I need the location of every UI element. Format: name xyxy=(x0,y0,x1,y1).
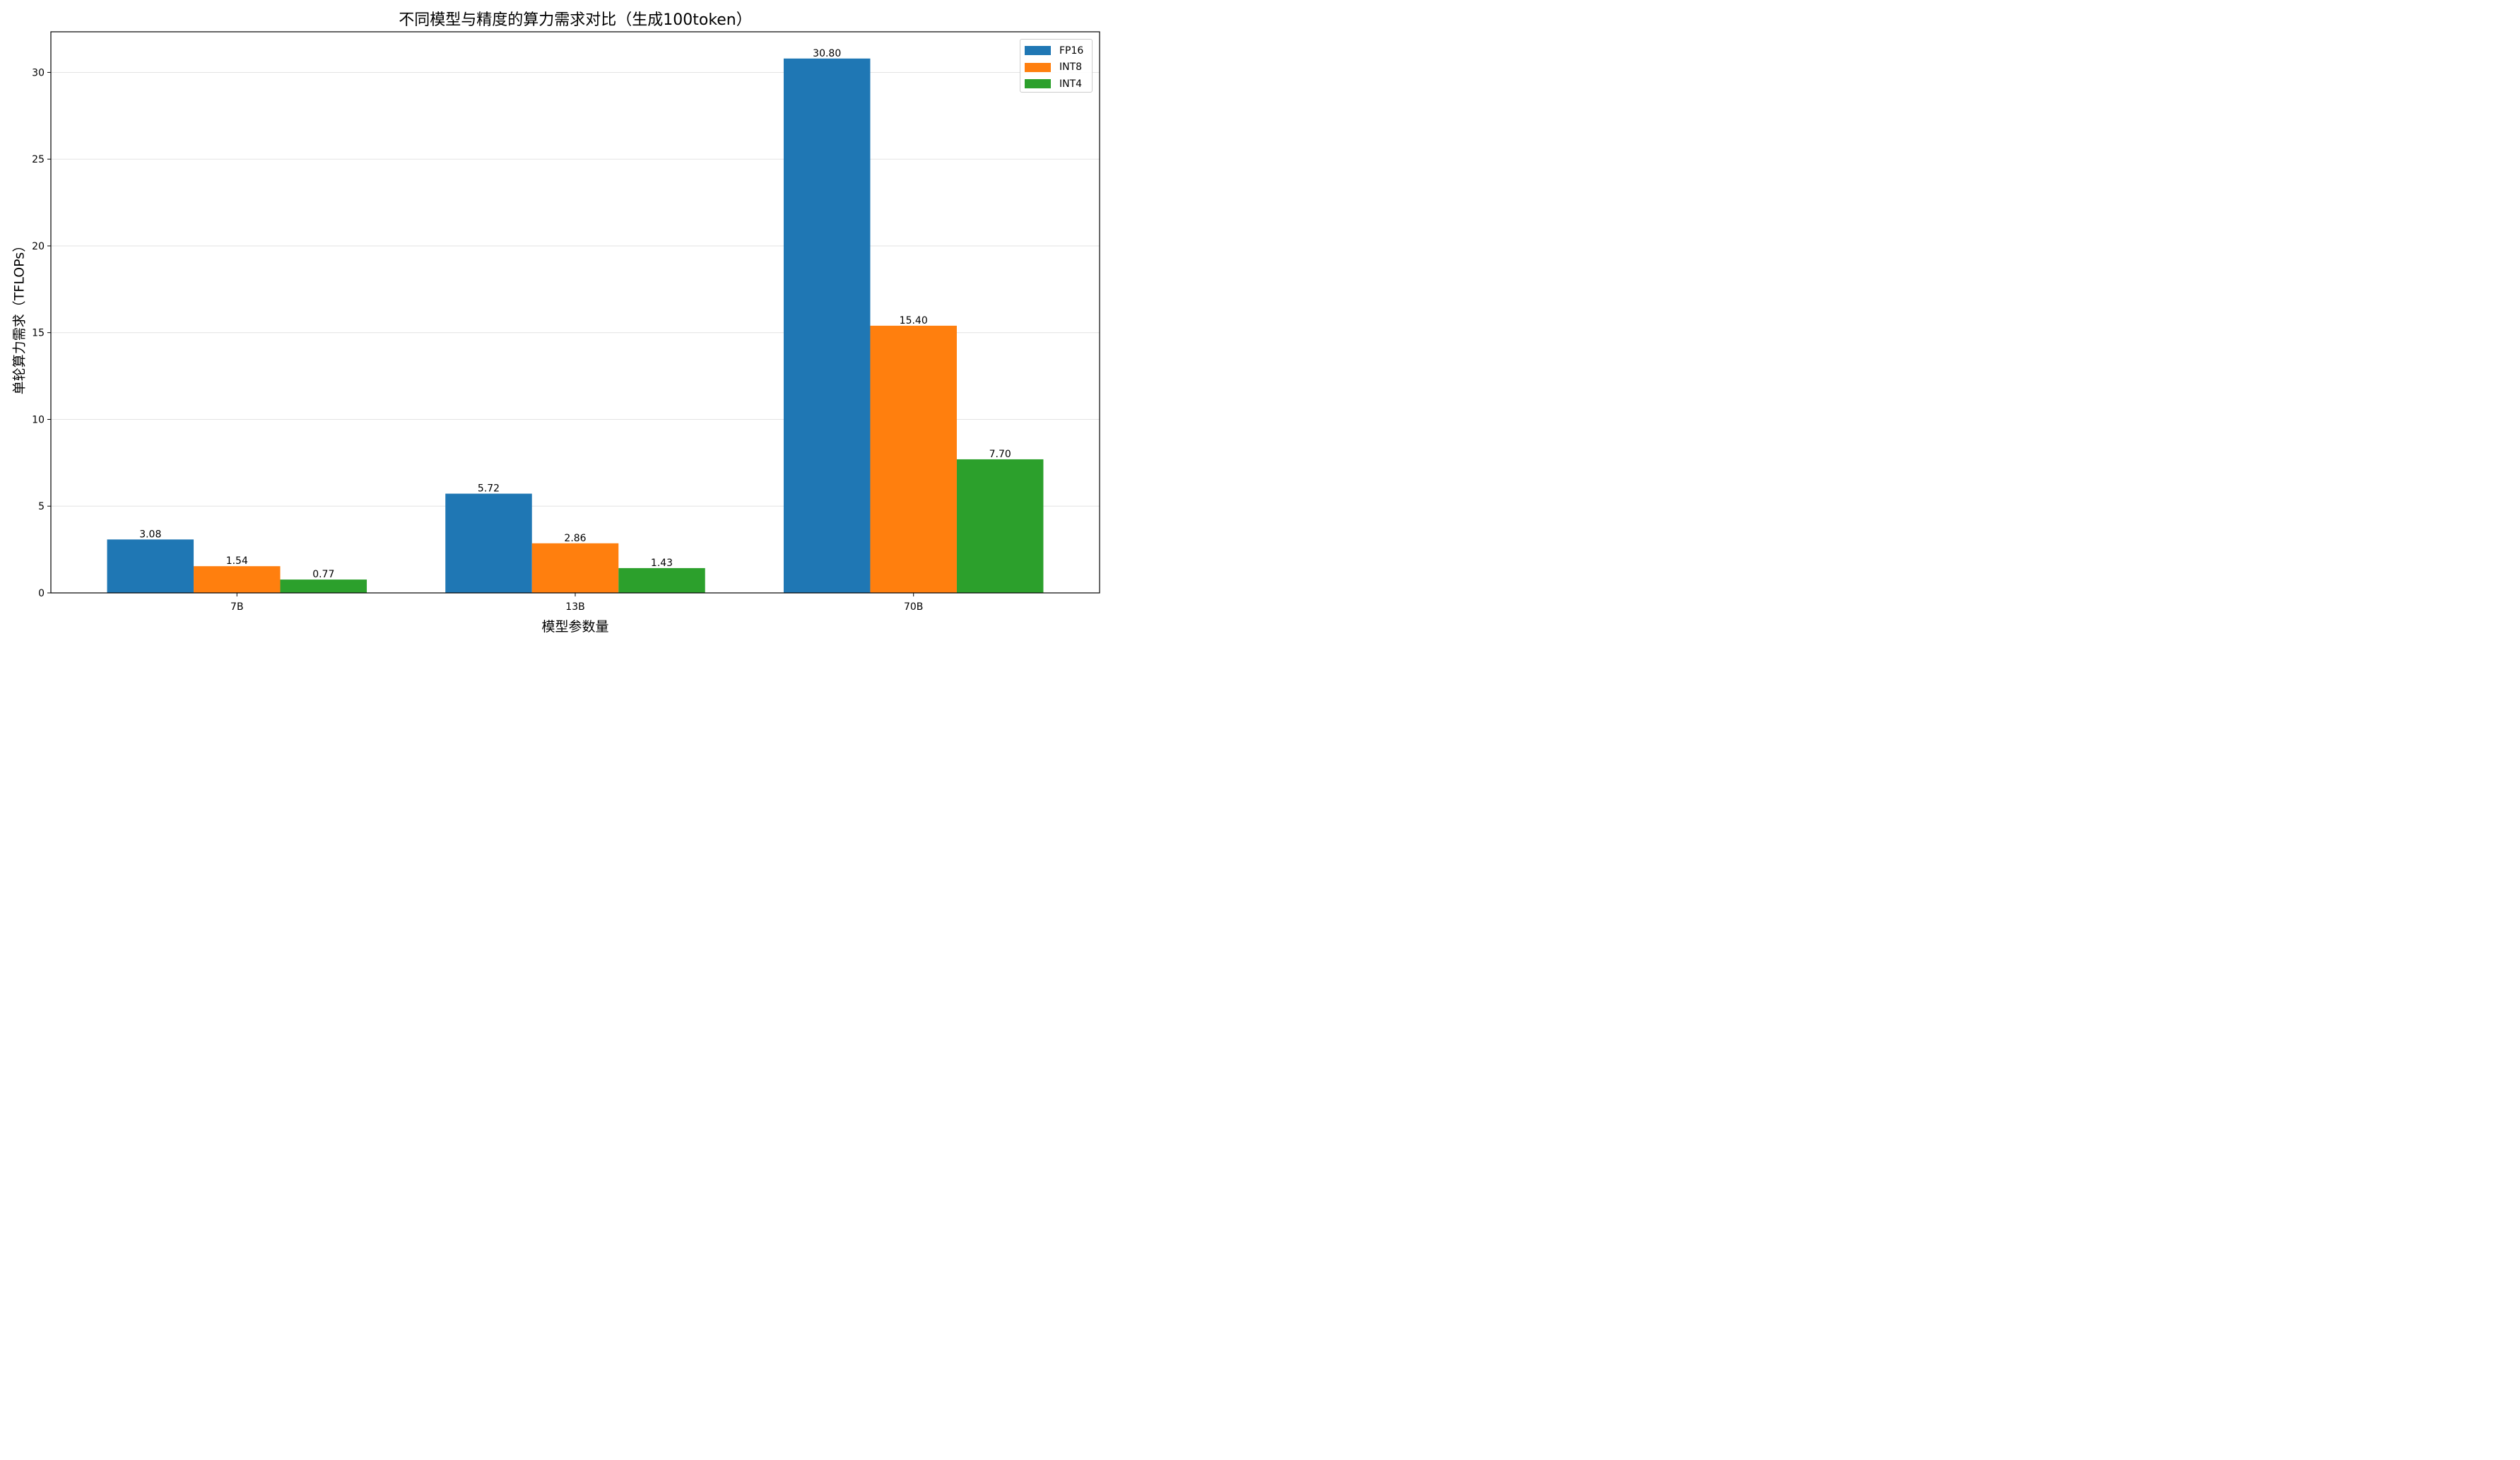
bar-int4-13B xyxy=(618,567,705,593)
y-tick-label-25: 25 xyxy=(32,154,45,165)
data-label-int4-7B: 0.77 xyxy=(312,569,334,580)
legend-swatch-fp16 xyxy=(1025,46,1051,56)
x-tick-label-13B: 13B xyxy=(565,601,584,613)
bars xyxy=(107,58,1044,594)
data-label-fp16-13B: 5.72 xyxy=(478,483,500,495)
data-label-fp16-70B: 30.80 xyxy=(813,48,841,59)
x-tick-label-70B: 70B xyxy=(904,601,923,613)
legend: FP16 INT8 INT4 xyxy=(1020,39,1093,93)
y-tick-label-30: 30 xyxy=(32,67,45,78)
bar-int8-70B xyxy=(870,325,957,593)
legend-label-int8: INT8 xyxy=(1059,61,1083,73)
data-label-int8-7B: 1.54 xyxy=(226,555,248,567)
y-tick-label-15: 15 xyxy=(32,328,45,339)
bar-chart: 3.08 1.54 0.77 5.72 2.86 1.43 30.80 15.40 7.70 0… xyxy=(32,31,1100,613)
legend-label-int4: INT4 xyxy=(1059,78,1083,90)
grid-lines xyxy=(51,71,1100,507)
bar-int8-7B xyxy=(194,566,281,593)
data-label-int4-70B: 7.70 xyxy=(989,449,1011,460)
data-labels: 3.08 1.54 0.77 5.72 2.86 1.43 30.80 15.40 7.70 xyxy=(139,48,1011,580)
data-label-fp16-7B: 3.08 xyxy=(139,529,161,540)
y-tick-label-5: 5 xyxy=(38,501,45,512)
legend-swatch-int4 xyxy=(1025,79,1051,89)
x-tick-label-7B: 7B xyxy=(230,601,244,613)
bar-int8-13B xyxy=(531,543,619,593)
y-axis-ticks: 0 5 10 15 20 25 30 xyxy=(32,67,51,599)
legend-swatch-int8 xyxy=(1025,62,1051,72)
legend-item-fp16: FP16 xyxy=(1025,42,1092,59)
data-label-int8-70B: 15.40 xyxy=(900,315,928,326)
y-tick-label-20: 20 xyxy=(32,241,45,252)
bar-fp16-70B xyxy=(783,58,871,594)
bar-int4-7B xyxy=(280,579,367,593)
x-axis-label: 模型参数量 xyxy=(541,619,609,635)
legend-item-int4: INT4 xyxy=(1025,76,1092,93)
data-label-int4-13B: 1.43 xyxy=(651,558,673,569)
x-axis-ticks: 7B 13B 70B xyxy=(230,593,923,613)
y-axis-label: 单轮算力需求（TFLOPs） xyxy=(11,238,28,395)
legend-item-int8: INT8 xyxy=(1025,59,1092,76)
y-tick-label-10: 10 xyxy=(32,414,45,425)
data-label-int8-13B: 2.86 xyxy=(564,533,586,544)
bar-fp16-7B xyxy=(107,539,194,593)
chart-title: 不同模型与精度的算力需求对比（生成100token） xyxy=(399,11,752,29)
legend-label-fp16: FP16 xyxy=(1059,45,1084,57)
bar-fp16-13B xyxy=(445,493,532,593)
bar-int4-70B xyxy=(956,459,1044,593)
y-tick-label-0: 0 xyxy=(38,588,45,599)
